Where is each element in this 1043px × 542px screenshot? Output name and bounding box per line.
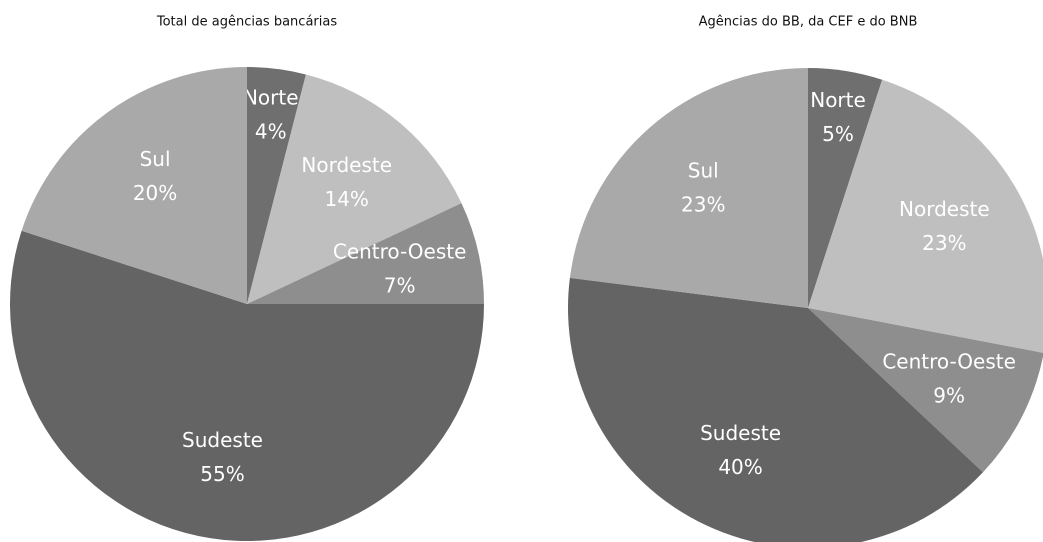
chart-title: Total de agências bancárias [156, 15, 337, 30]
slice-value: 7% [384, 273, 416, 297]
pie-slice [808, 79, 1043, 353]
slice-value: 23% [681, 193, 725, 217]
pie-slice [247, 203, 484, 304]
pie-slice [247, 67, 306, 304]
slice-name: Sudeste [182, 428, 263, 452]
slice-name: Norte [810, 88, 866, 112]
pie-slice [569, 68, 808, 308]
slice-name: Norte [243, 85, 299, 109]
pie-slice [808, 308, 1043, 473]
slice-value: 14% [324, 187, 368, 211]
slice-value: 40% [718, 455, 762, 479]
pie-slice [568, 277, 983, 542]
slice-value: 23% [922, 231, 966, 255]
slice-value: 55% [200, 462, 244, 486]
slice-name: Centro-Oeste [882, 349, 1016, 373]
slice-value: 20% [133, 181, 177, 205]
slice-name: Nordeste [899, 197, 990, 221]
slice-value: 9% [933, 383, 965, 407]
chart-title: Agências do BB, da CEF e do BNB [699, 15, 918, 30]
slice-value: 4% [255, 119, 287, 143]
pie-slice [247, 74, 462, 304]
slice-value: 5% [822, 122, 854, 146]
slice-name: Nordeste [301, 153, 392, 177]
pie-slice [9, 230, 484, 542]
pie-slice [808, 68, 883, 308]
slice-name: Sudeste [700, 421, 781, 445]
slice-name: Sul [688, 159, 719, 183]
slice-name: Sul [140, 147, 171, 171]
slice-name: Centro-Oeste [333, 239, 467, 263]
pie-slice [21, 67, 247, 304]
